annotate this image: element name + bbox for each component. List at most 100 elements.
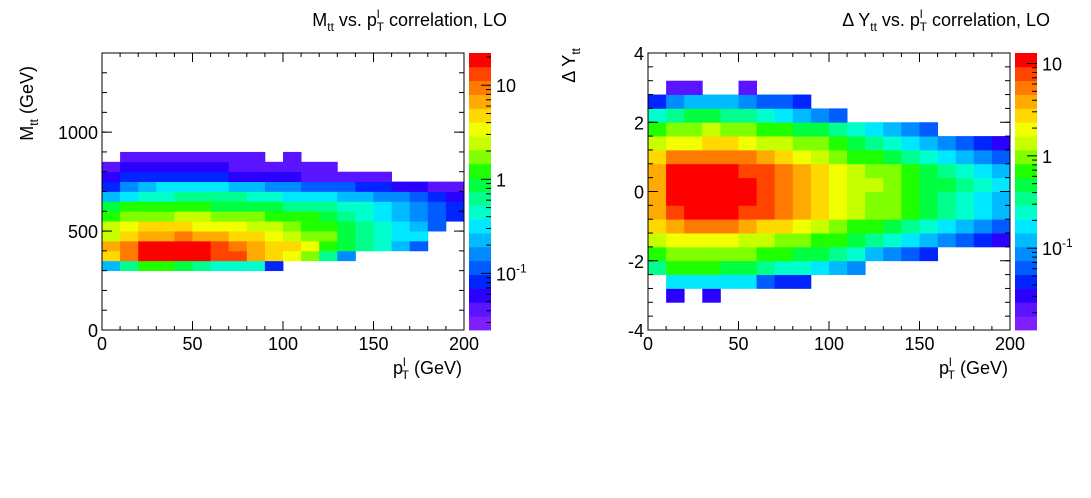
heatmap-cell [427,191,447,202]
heatmap-cell [702,94,721,109]
heatmap-cell [174,240,193,252]
heatmap-cell [865,233,884,248]
heatmap-cell [138,161,157,173]
heatmap-cell [210,161,230,173]
heatmap-cell [355,211,374,222]
heatmap-cell [847,191,866,206]
heatmap-cell [138,250,157,262]
heatmap-cell [648,122,667,137]
heatmap-cell [991,233,1011,248]
heatmap-cell [720,108,739,123]
heatmap-cell [391,191,411,202]
heatmap-cell [445,201,465,212]
heatmap-cell [829,163,848,179]
heatmap-cell [738,136,757,151]
heatmap-cell [973,233,993,248]
heatmap-cell [937,219,957,234]
heatmap-cell [246,221,266,232]
y-tick-label: 4 [634,44,644,64]
heatmap-cell [702,233,721,248]
heatmap-cell [847,260,866,275]
heatmap-cell [666,163,685,179]
heatmap-cell [937,177,957,192]
heatmap-cell [264,250,284,262]
x-tick-label: 0 [643,334,653,354]
colorbar-swatch [1015,246,1037,262]
heatmap-cell [301,211,320,222]
heatmap-cell [319,181,338,192]
heatmap-cell [246,260,266,272]
heatmap-cell [883,136,902,151]
heatmap-cell [666,80,685,95]
heatmap-cell [337,171,356,183]
heatmap-cell [373,231,392,242]
heatmap-cell [720,205,739,220]
left-chart-title: Mtt vs. pl T correlation, LO [312,7,507,34]
heatmap-cell [883,163,902,179]
colorbar-swatch [469,108,491,123]
heatmap-cell [684,260,703,275]
heatmap-cell [810,219,830,234]
heatmap-cell [283,181,302,192]
heatmap-cell [102,231,121,242]
heatmap-cell [901,205,920,220]
heatmap-cell [702,274,721,289]
heatmap-cell [756,233,776,248]
heatmap-cell [738,163,757,179]
heatmap-cell [738,191,757,206]
heatmap-cell [702,191,721,206]
colorbar-swatch [1015,316,1037,331]
heatmap-cell [829,219,848,234]
heatmap-cell [991,163,1011,179]
heatmap-cell [210,260,230,272]
heatmap-cell [138,171,157,183]
heatmap-cell [192,201,211,212]
heatmap-cell [738,260,757,275]
heatmap-cell [756,149,776,165]
colorbar-tick-label: 1 [496,170,506,190]
heatmap-cell [337,221,356,232]
heatmap-cell [666,136,685,151]
heatmap-cell [283,161,302,173]
heatmap-cell [792,246,812,262]
heatmap-cell [301,240,320,252]
heatmap-cell [901,136,920,151]
heatmap-cell [210,240,230,252]
heatmap-cell [666,233,685,248]
heatmap-cell [865,122,884,137]
heatmap-cell [883,233,902,248]
heatmap-cell [373,181,392,192]
heatmap-cell [991,191,1011,206]
heatmap-cell [120,161,139,173]
heatmap-cell [174,201,193,212]
heatmap-cell [756,136,776,151]
heatmap-cell [210,201,230,212]
heatmap-cell [865,191,884,206]
heatmap-cell [409,211,429,222]
colorbar-swatch [469,80,491,95]
heatmap-cell [174,151,193,163]
heatmap-cell [156,250,175,262]
heatmap-cell [756,205,776,220]
heatmap-cell [792,191,812,206]
heatmap-cell [445,181,465,192]
heatmap-cell [246,151,266,163]
heatmap-cell [901,149,920,165]
heatmap-cell [720,260,739,275]
colorbar-swatch [469,163,491,179]
heatmap-cell [246,181,266,192]
heatmap-cell [774,205,794,220]
heatmap-cell [648,246,667,262]
heatmap-cell [883,191,902,206]
heatmap-cell [120,231,139,242]
heatmap-cell [720,149,739,165]
heatmap-cell [702,163,721,179]
heatmap-cell [973,219,993,234]
heatmap-cell [666,191,685,206]
colorbar-tick-label: 1 [1042,147,1052,167]
heatmap-cell [246,191,266,202]
heatmap-cell [210,181,230,192]
heatmap-cell [337,181,356,192]
heatmap-cell [666,288,685,303]
heatmap-cell [283,211,302,222]
